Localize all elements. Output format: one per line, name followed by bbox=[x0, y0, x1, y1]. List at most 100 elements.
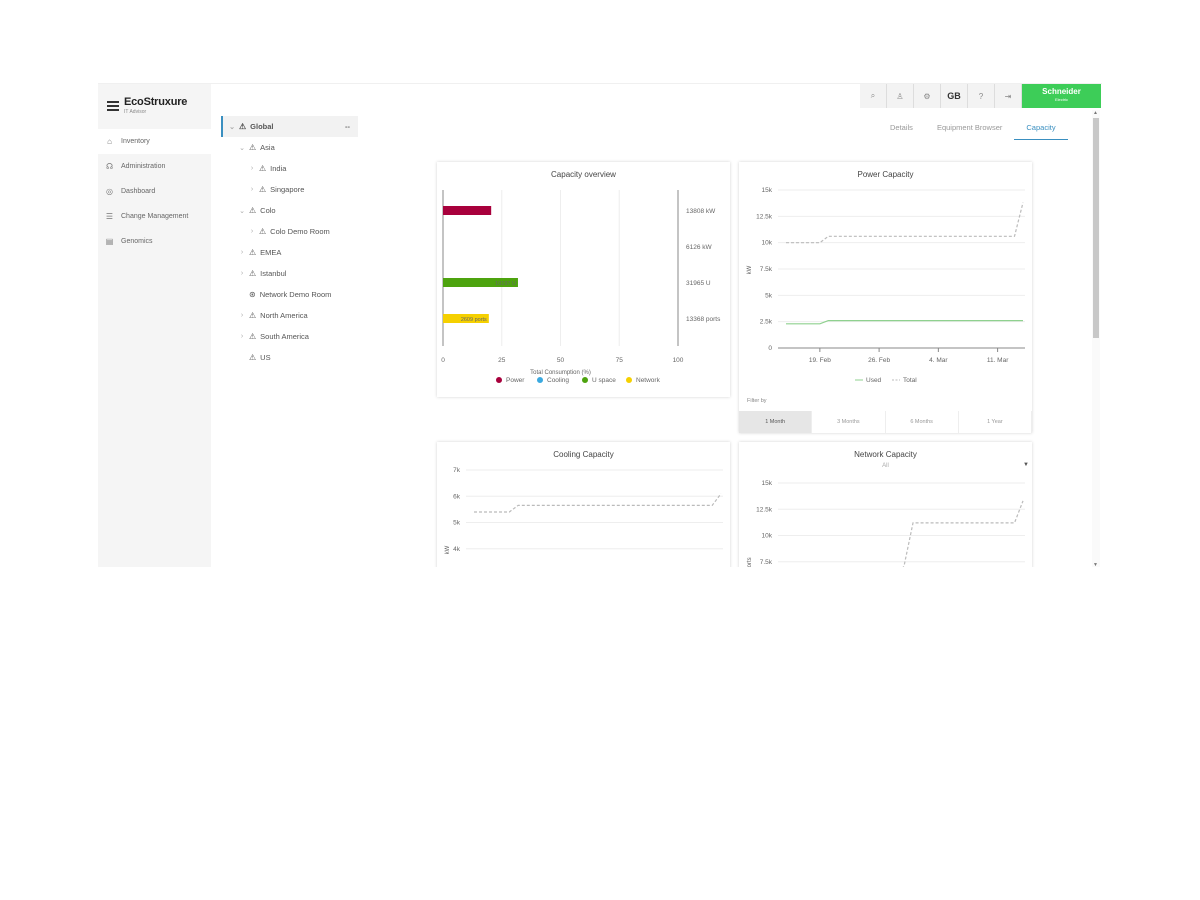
y-tick-label: 6k bbox=[453, 493, 461, 500]
tree-node[interactable]: › ⚠ Istanbul bbox=[221, 263, 358, 284]
chart-title: Network Capacity bbox=[854, 450, 917, 459]
site-icon: ⚠ bbox=[249, 248, 257, 257]
total-label: 13808 kW bbox=[686, 208, 716, 215]
y-tick-label: 5k bbox=[453, 520, 461, 527]
x-tick-label: 75 bbox=[616, 357, 624, 364]
legend-marker bbox=[496, 377, 502, 383]
collapse-button[interactable]: -- bbox=[345, 122, 350, 131]
chevron-right-icon[interactable]: › bbox=[240, 270, 244, 277]
sidebar-item-change-management[interactable]: ☰ Change Management bbox=[98, 204, 211, 229]
tabs: Details Equipment Browser Capacity bbox=[878, 117, 1068, 140]
app-window: EcoStruxure IT Advisor ⌂ Inventory ☊ Admini… bbox=[98, 83, 1102, 567]
bar-u-space[interactable] bbox=[443, 278, 518, 287]
bar-network[interactable] bbox=[443, 314, 489, 323]
y-tick-label: 12.5k bbox=[756, 213, 773, 220]
y-tick-label: 10k bbox=[762, 240, 773, 247]
gear-icon[interactable]: ⚙ bbox=[914, 84, 941, 108]
tree-node[interactable]: ⌄ ⚠ Global -- bbox=[221, 116, 358, 137]
home-icon: ⌂ bbox=[107, 137, 112, 146]
chevron-right-icon[interactable]: › bbox=[250, 165, 254, 172]
power-capacity-card: Power Capacity 0 2.5k 5k 7.5k 10k 12.5k 15k kW 1… bbox=[739, 162, 1032, 433]
site-icon: ⚠ bbox=[259, 185, 267, 194]
network-room-icon: ⊛ bbox=[249, 290, 256, 299]
legend-marker bbox=[626, 377, 632, 383]
chevron-down-icon[interactable]: ⌄ bbox=[229, 123, 235, 131]
y-axis-label: kW bbox=[445, 545, 451, 554]
tree-node[interactable]: › ⚠ EMEA bbox=[221, 242, 358, 263]
tree-node[interactable]: › ⚠ Singapore bbox=[221, 179, 358, 200]
legend-label[interactable]: Cooling bbox=[547, 377, 569, 384]
bar-label: 10197 U bbox=[495, 281, 516, 287]
filter-option[interactable]: 1 Year bbox=[959, 411, 1032, 433]
chevron-right-icon[interactable]: › bbox=[240, 249, 244, 256]
server-icon: ▤ bbox=[105, 237, 114, 246]
chevron-down-icon[interactable]: ⌄ bbox=[239, 207, 245, 215]
legend-label[interactable]: Used bbox=[866, 377, 882, 384]
filter-option[interactable]: 3 Months bbox=[812, 411, 886, 433]
x-tick-label: 0 bbox=[441, 357, 445, 364]
tab-equipment-browser[interactable]: Equipment Browser bbox=[936, 123, 1003, 132]
sidebar: EcoStruxure IT Advisor ⌂ Inventory ☊ Admini… bbox=[98, 84, 211, 567]
bar-label: 2609 ports bbox=[461, 317, 487, 323]
help-icon[interactable]: ? bbox=[968, 84, 995, 108]
sidebar-item-label: Inventory bbox=[121, 138, 150, 145]
chevron-right-icon[interactable]: › bbox=[250, 186, 254, 193]
brand-name: EcoStruxure bbox=[124, 96, 188, 108]
sidebar-item-dashboard[interactable]: ◎ Dashboard bbox=[98, 179, 211, 204]
tab-details[interactable]: Details bbox=[890, 123, 913, 132]
tab-capacity[interactable]: Capacity bbox=[1014, 117, 1068, 140]
chevron-right-icon[interactable]: › bbox=[240, 312, 244, 319]
sidebar-item-label: Change Management bbox=[121, 213, 189, 220]
sidebar-item-label: Administration bbox=[121, 163, 166, 170]
chevron-down-icon[interactable]: ▼ bbox=[1023, 462, 1029, 468]
sidebar-item-label: Dashboard bbox=[121, 188, 156, 195]
total-label: 13368 ports bbox=[686, 316, 721, 323]
location-tree: ⌄ ⚠ Global -- ⌄ ⚠ Asia › ⚠ India › ⚠ Singapore ⌄ ⚠ Colo… bbox=[221, 116, 358, 368]
tree-node-label: Global bbox=[250, 122, 274, 131]
site-icon: ⚠ bbox=[249, 143, 257, 152]
y-tick-label: 0 bbox=[768, 345, 772, 352]
site-icon: ⚠ bbox=[249, 332, 257, 341]
search-icon[interactable]: ⌕ bbox=[860, 84, 887, 108]
sidebar-item-inventory[interactable]: ⌂ Inventory bbox=[98, 129, 211, 154]
series-total-line[interactable] bbox=[474, 493, 722, 513]
tree-node-label: Colo Demo Room bbox=[270, 227, 330, 236]
tree-node[interactable]: ⚠ US bbox=[221, 347, 358, 368]
tree-node-label: Singapore bbox=[270, 185, 305, 194]
scrollbar[interactable]: ▲ ▼ bbox=[1092, 110, 1100, 567]
x-tick-label: 19. Feb bbox=[809, 357, 831, 364]
series-used-line[interactable] bbox=[786, 320, 1023, 325]
legend-label[interactable]: Network bbox=[636, 377, 661, 384]
filter-option[interactable]: 1 Month bbox=[739, 411, 813, 433]
language-button[interactable]: GB bbox=[941, 84, 968, 108]
chevron-right-icon[interactable]: › bbox=[240, 333, 244, 340]
filter-option[interactable]: 6 Months bbox=[886, 411, 959, 433]
chart-title: Power Capacity bbox=[857, 170, 914, 179]
logo: EcoStruxure IT Advisor bbox=[98, 84, 211, 129]
bar-power[interactable] bbox=[443, 206, 492, 215]
site-icon: ⚠ bbox=[259, 164, 267, 173]
menu-icon[interactable] bbox=[107, 101, 119, 113]
network-type-select[interactable]: All bbox=[882, 463, 889, 469]
legend-label[interactable]: Total bbox=[903, 377, 917, 384]
sidebar-item-genomics[interactable]: ▤ Genomics bbox=[98, 229, 211, 254]
logout-icon[interactable]: ⇥ bbox=[995, 84, 1022, 108]
chevron-down-icon[interactable]: ⌄ bbox=[239, 144, 245, 152]
chevron-right-icon[interactable]: › bbox=[250, 228, 254, 235]
legend-label[interactable]: U space bbox=[592, 377, 616, 384]
chart-title: Cooling Capacity bbox=[553, 450, 614, 459]
tree-node[interactable]: ⊛ Network Demo Room bbox=[221, 284, 358, 305]
series-total-line[interactable] bbox=[786, 202, 1024, 244]
tree-node[interactable]: › ⚠ South America bbox=[221, 326, 358, 347]
tree-node[interactable]: › ⚠ Colo Demo Room bbox=[221, 221, 358, 242]
bell-icon[interactable]: ♙ bbox=[887, 84, 914, 108]
tree-node[interactable]: ⌄ ⚠ Asia bbox=[221, 137, 358, 158]
partner-sub: Electric bbox=[1054, 97, 1069, 102]
tree-node[interactable]: › ⚠ India bbox=[221, 158, 358, 179]
tree-node[interactable]: › ⚠ North America bbox=[221, 305, 358, 326]
tree-node[interactable]: ⌄ ⚠ Colo bbox=[221, 200, 358, 221]
legend-label[interactable]: Power bbox=[506, 377, 525, 384]
series-total-line[interactable] bbox=[896, 500, 1024, 567]
sidebar-item-administration[interactable]: ☊ Administration bbox=[98, 154, 211, 179]
y-tick-label: 7k bbox=[453, 467, 461, 474]
